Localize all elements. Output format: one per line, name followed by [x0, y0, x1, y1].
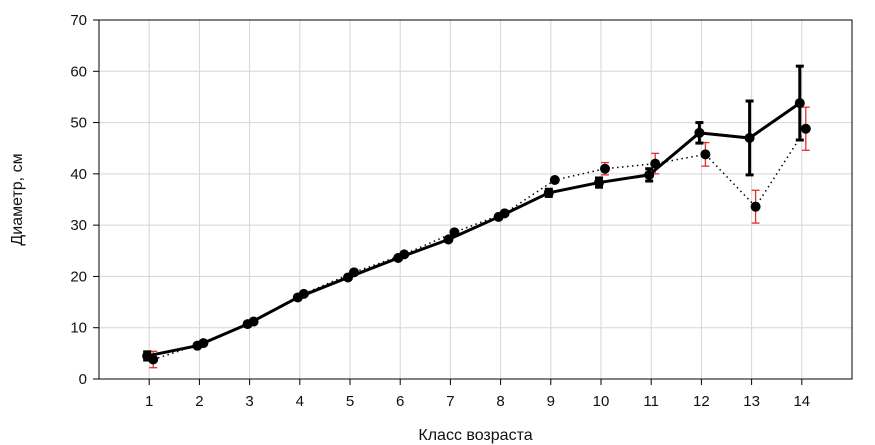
data-point [192, 340, 203, 351]
plot-frame [98, 19, 853, 380]
data-point [750, 201, 761, 212]
data-point [292, 292, 303, 303]
y-tick-label: 0 [79, 371, 87, 388]
data-point [744, 132, 755, 143]
data-point [594, 177, 604, 188]
x-tick-label: 8 [496, 393, 504, 410]
y-tick-label: 20 [70, 268, 87, 285]
data-point [694, 127, 705, 138]
y-tick-label: 30 [70, 217, 87, 234]
x-tick-label: 5 [346, 393, 354, 410]
data-point [600, 163, 610, 174]
y-tick-label: 10 [70, 320, 87, 337]
x-tick-label: 11 [643, 393, 659, 410]
grid [99, 20, 852, 379]
x-tick-label: 2 [195, 393, 203, 410]
y-axis-label: Диаметр, см [9, 153, 26, 245]
x-axis-label: Класс возраста [418, 427, 532, 444]
x-tick-label: 6 [396, 393, 404, 410]
data-point [549, 175, 560, 186]
data-point [242, 319, 253, 330]
x-tick-label: 14 [793, 393, 810, 410]
data-point [644, 169, 655, 180]
x-tick-label: 13 [743, 393, 760, 410]
data-point [142, 350, 153, 361]
series-line [146, 101, 801, 358]
data-point [493, 211, 504, 222]
x-tick-label: 10 [593, 393, 610, 410]
data-point [343, 272, 353, 283]
x-tick-label: 1 [145, 393, 153, 410]
x-tick-label: 3 [245, 393, 253, 410]
x-tick-label: 7 [446, 393, 454, 410]
x-tick-label: 12 [693, 393, 710, 410]
x-tick-label: 4 [296, 393, 304, 410]
data-point [800, 123, 811, 134]
y-tick-label: 50 [70, 115, 87, 132]
data-point [443, 234, 454, 245]
y-tick-label: 60 [70, 63, 87, 80]
series-solid [142, 64, 805, 362]
series-group [142, 64, 811, 369]
y-tick-label: 70 [70, 12, 87, 29]
data-point [393, 252, 404, 263]
data-point [543, 187, 554, 198]
series-line [152, 128, 807, 361]
data-point [700, 149, 711, 160]
y-tick-label: 40 [70, 166, 87, 183]
data-point [794, 98, 805, 109]
x-tick-label: 9 [547, 393, 555, 410]
